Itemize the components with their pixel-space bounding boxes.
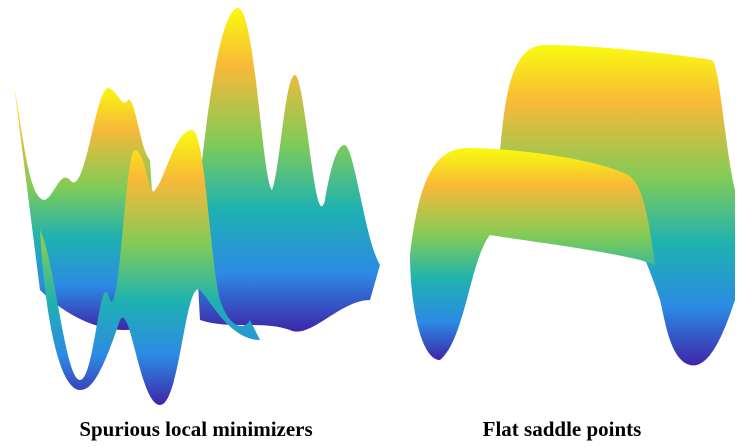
spurious-surface xyxy=(14,8,380,405)
caption: Spurious local minimizers xyxy=(79,417,312,441)
surface-front xyxy=(410,148,655,360)
surface-front xyxy=(40,130,260,405)
caption: Flat saddle points xyxy=(483,417,642,441)
saddle-surface xyxy=(410,45,735,366)
surface-back xyxy=(195,8,380,332)
